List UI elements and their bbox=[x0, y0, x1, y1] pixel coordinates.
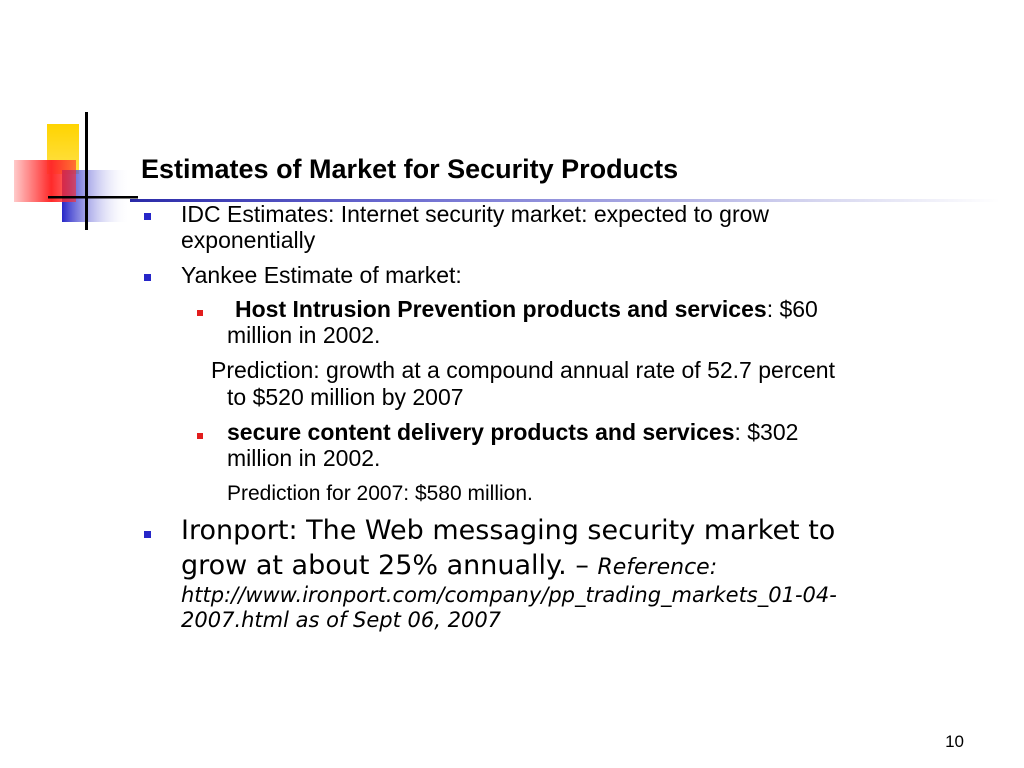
scd-prediction: Prediction for 2007: $580 million. bbox=[227, 482, 533, 505]
sub-bullet-hip-line1: Host Intrusion Prevention products and s… bbox=[235, 296, 818, 322]
bullet-idc-line1: IDC Estimates: Internet security market:… bbox=[181, 201, 770, 227]
bullet-marker bbox=[144, 213, 151, 220]
page-number: 10 bbox=[945, 732, 964, 751]
black-vertical-line bbox=[85, 112, 88, 230]
bullet-marker bbox=[144, 274, 151, 281]
bullet-marker bbox=[144, 531, 151, 538]
hip-prediction-line2: to $520 million by 2007 bbox=[227, 384, 464, 410]
ironport-growth-text: grow at about 25% annually. – bbox=[181, 550, 598, 581]
corner-decoration bbox=[14, 112, 138, 230]
bullet-idc-line2: exponentially bbox=[181, 227, 316, 253]
scd-rest-text: : $302 bbox=[734, 419, 799, 445]
red-block bbox=[14, 160, 76, 202]
slide-title: Estimates of Market for Security Product… bbox=[141, 154, 679, 184]
ironport-reference-url-line1: http://www.ironport.com/company/pp_tradi… bbox=[181, 583, 837, 607]
hip-prediction-line1: Prediction: growth at a compound annual … bbox=[211, 357, 835, 383]
ironport-reference-label: Reference: bbox=[597, 555, 718, 580]
bullet-ironport-line1: Ironport: The Web messaging security mar… bbox=[181, 515, 836, 546]
sub-bullet-scd-line2: million in 2002. bbox=[227, 445, 381, 471]
ironport-reference-url-line2: 2007.html as of Sept 06, 2007 bbox=[181, 608, 502, 632]
sub-bullet-marker bbox=[197, 310, 203, 316]
hip-bold-text: Host Intrusion Prevention products and s… bbox=[235, 296, 767, 322]
bullet-yankee: Yankee Estimate of market: bbox=[181, 262, 462, 288]
sub-bullet-marker bbox=[197, 433, 203, 439]
sub-bullet-scd-line1: secure content delivery products and ser… bbox=[227, 419, 798, 445]
black-horizontal-line bbox=[48, 196, 138, 199]
scd-bold-text: secure content delivery products and ser… bbox=[227, 419, 735, 445]
title-divider bbox=[130, 199, 1000, 202]
bullet-ironport-line2: grow at about 25% annually. – Reference: bbox=[181, 550, 717, 581]
sub-bullet-hip-line2: million in 2002. bbox=[227, 322, 381, 348]
hip-rest-text: : $60 bbox=[766, 296, 818, 322]
